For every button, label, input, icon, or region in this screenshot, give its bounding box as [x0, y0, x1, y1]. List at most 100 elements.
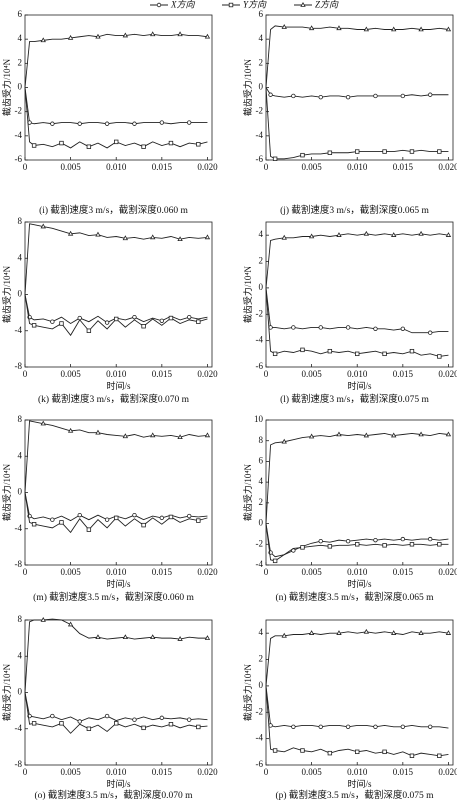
marker: [141, 324, 146, 329]
x-tick-label: 0.020: [197, 567, 218, 577]
caption: (n) 截割速度3.5 m/s，截割深度0.065 m: [275, 591, 434, 603]
y-tick-label: -4: [15, 325, 23, 335]
marker: [272, 351, 278, 357]
legend-label: Y方向: [243, 0, 267, 10]
marker: [373, 724, 378, 729]
caption: (o) 截割速度3.5 m/s，截割深度0.070 m: [34, 789, 193, 800]
x-axis-label: 时间/s: [106, 380, 131, 391]
y-axis-label: 截齿受力/10⁴N: [242, 265, 253, 323]
marker: [427, 536, 433, 542]
data-line: [24, 294, 208, 325]
marker: [400, 326, 406, 331]
y-tick-label: -4: [256, 130, 264, 140]
marker: [77, 121, 82, 126]
marker: [382, 749, 387, 755]
data-line: [24, 492, 208, 534]
marker: [300, 347, 305, 353]
marker: [272, 748, 278, 753]
marker: [104, 713, 110, 719]
marker: [291, 325, 296, 330]
marker: [382, 149, 387, 154]
marker: [159, 715, 165, 721]
marker: [373, 326, 378, 331]
marker: [308, 25, 315, 31]
y-tick-label: -8: [15, 361, 23, 371]
marker: [104, 517, 110, 522]
marker: [445, 431, 452, 437]
marker: [50, 517, 55, 522]
marker: [345, 94, 351, 100]
data-line: [24, 492, 208, 522]
y-tick-label: -2: [256, 106, 264, 116]
marker: [150, 31, 156, 37]
x-tick-label: 0.020: [438, 567, 457, 577]
caption: (l) 截割速度3 m/s，截割深度0.075 m: [280, 393, 429, 405]
marker: [122, 433, 129, 439]
marker: [150, 634, 156, 640]
data-line: [265, 685, 449, 729]
marker: [363, 230, 370, 236]
y-axis-label: 截齿受力/10⁴N: [1, 463, 12, 521]
marker: [132, 512, 137, 518]
plot-frame: [265, 14, 454, 161]
x-axis-label: 时间/s: [106, 778, 131, 789]
y-tick-label: 2: [259, 654, 264, 664]
y-tick-label: 8: [18, 414, 23, 424]
y-axis-label: 截齿受力/10⁴N: [242, 663, 253, 721]
marker: [204, 635, 211, 640]
x-tick-label: 0: [264, 767, 269, 777]
x-axis-label: 时间/s: [106, 578, 131, 589]
data-line: [265, 87, 449, 160]
marker: [177, 236, 183, 242]
marker: [382, 543, 387, 548]
y-tick-label: -6: [256, 361, 264, 371]
marker: [373, 93, 378, 99]
y-tick-label: -4: [15, 523, 23, 533]
y-tick-label: -6: [15, 154, 23, 164]
x-tick-label: 0.005: [301, 567, 322, 577]
marker: [336, 25, 342, 31]
marker: [31, 323, 37, 328]
x-tick-label: 0.010: [347, 369, 368, 379]
marker: [77, 512, 82, 518]
marker: [31, 522, 37, 527]
y-tick-label: -2: [256, 706, 264, 716]
marker: [318, 325, 323, 330]
x-axis-label: 时间/s: [347, 778, 372, 789]
marker: [418, 230, 424, 236]
y-tick-label: 0: [18, 82, 23, 92]
y-tick-label: 6: [259, 455, 264, 465]
data-line: [265, 287, 449, 334]
caption: (m) 截割速度3.5 m/s，截割深度0.060 m: [33, 591, 194, 603]
marker: [159, 515, 165, 521]
marker: [281, 438, 287, 444]
y-tick-label: 2: [259, 256, 264, 266]
marker: [391, 232, 397, 237]
marker: [168, 315, 174, 321]
marker: [409, 149, 415, 154]
x-tick-label: 0.020: [438, 767, 457, 777]
data-line: [24, 420, 208, 493]
y-tick-label: -2: [15, 106, 23, 116]
y-axis-label: 截齿受力/10⁴N: [1, 663, 12, 721]
y-tick-label: 4: [18, 450, 23, 460]
data-line: [265, 523, 449, 558]
x-tick-label: 0: [264, 567, 269, 577]
x-tick-label: 0.010: [106, 369, 127, 379]
y-tick-label: 0: [259, 282, 264, 292]
x-tick-label: 0.010: [347, 567, 368, 577]
marker: [31, 721, 37, 726]
legend-label: Z方向: [315, 0, 339, 10]
marker: [86, 144, 92, 149]
marker: [86, 527, 92, 532]
marker: [40, 420, 46, 426]
marker: [86, 328, 92, 333]
marker: [355, 542, 360, 547]
marker: [104, 320, 110, 325]
marker: [300, 152, 305, 158]
x-tick-label: 0: [264, 162, 269, 172]
y-tick-label: -6: [256, 759, 264, 769]
x-tick-label: 0.020: [438, 162, 457, 172]
marker: [363, 628, 370, 634]
x-tick-label: 0.020: [197, 767, 218, 777]
